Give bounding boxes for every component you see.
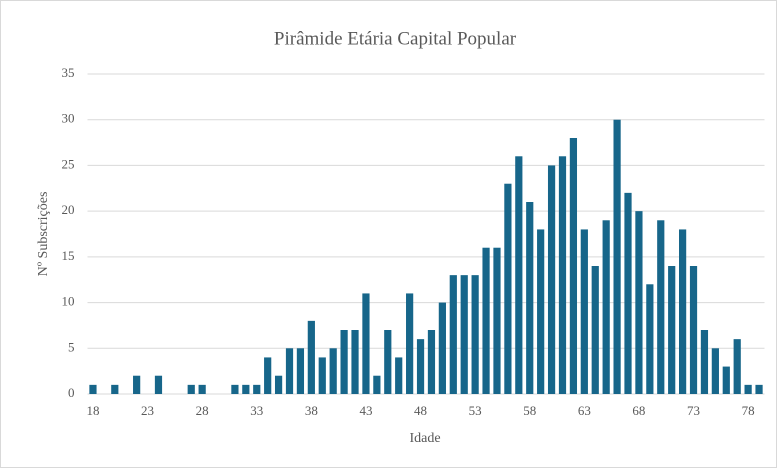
bar — [526, 202, 534, 394]
bar — [613, 119, 621, 394]
bar — [340, 330, 348, 394]
bar — [569, 138, 578, 394]
bar — [133, 375, 141, 394]
bar — [668, 266, 676, 394]
bar — [580, 229, 588, 394]
bar — [264, 357, 272, 394]
bar — [558, 156, 567, 394]
bar — [198, 384, 206, 394]
bar — [395, 357, 403, 394]
bar — [373, 375, 381, 394]
bar — [591, 266, 599, 394]
y-tick-label: 30 — [62, 111, 75, 126]
bar — [504, 183, 512, 394]
x-tick-label: 63 — [578, 403, 591, 418]
x-tick-label: 78 — [742, 403, 755, 418]
y-tick-label: 15 — [62, 248, 75, 263]
x-tick-label: 43 — [359, 403, 372, 418]
bar — [635, 211, 643, 394]
bar — [755, 384, 763, 394]
y-tick-label: 10 — [62, 294, 75, 309]
bar — [744, 384, 752, 394]
x-tick-label: 33 — [250, 403, 263, 418]
bar — [285, 348, 294, 394]
bar — [657, 220, 665, 394]
bar — [111, 384, 119, 394]
bar — [253, 384, 261, 394]
x-tick-label: 48 — [414, 403, 427, 418]
y-axis-title: Nº Subscrições — [36, 192, 51, 277]
bar — [646, 284, 654, 394]
bar — [493, 247, 501, 394]
x-tick-label: 53 — [469, 403, 482, 418]
x-tick-label: 58 — [523, 403, 536, 418]
bar — [406, 293, 414, 394]
x-tick-label: 73 — [687, 403, 700, 418]
bar — [416, 339, 425, 394]
bar — [329, 348, 337, 394]
bar — [537, 229, 545, 394]
bar — [427, 330, 436, 394]
bar — [460, 275, 468, 394]
y-tick-label: 0 — [68, 385, 75, 400]
bar — [689, 266, 698, 394]
bar — [242, 384, 250, 394]
bar — [89, 384, 97, 394]
x-axis-title: Idade — [409, 431, 440, 446]
bar — [296, 348, 305, 394]
bar — [722, 366, 730, 394]
x-tick-label: 28 — [196, 403, 209, 418]
bar — [515, 156, 523, 394]
bar — [679, 229, 687, 394]
y-tick-label: 5 — [68, 339, 75, 354]
bar — [471, 275, 479, 394]
bar — [711, 348, 719, 394]
bar — [733, 339, 741, 394]
bar — [700, 330, 709, 394]
bar — [274, 375, 283, 394]
chart-title: Pirâmide Etária Capital Popular — [274, 28, 517, 49]
bar — [384, 330, 392, 394]
bar — [438, 302, 446, 394]
bar — [602, 220, 610, 394]
bar — [547, 165, 556, 394]
bar — [154, 375, 163, 394]
bar — [318, 357, 326, 394]
x-tick-label: 23 — [141, 403, 154, 418]
bar — [624, 192, 632, 394]
bar — [307, 320, 315, 394]
bar — [449, 275, 457, 394]
x-tick-label: 18 — [86, 403, 99, 418]
y-tick-label: 35 — [62, 65, 75, 80]
bar — [362, 293, 370, 394]
y-tick-label: 25 — [62, 156, 75, 171]
x-tick-label: 68 — [632, 403, 645, 418]
bar — [187, 384, 195, 394]
y-tick-label: 20 — [62, 202, 75, 217]
x-tick-label: 38 — [305, 403, 318, 418]
bar — [351, 330, 359, 394]
bar — [231, 384, 239, 394]
bar — [482, 247, 490, 394]
